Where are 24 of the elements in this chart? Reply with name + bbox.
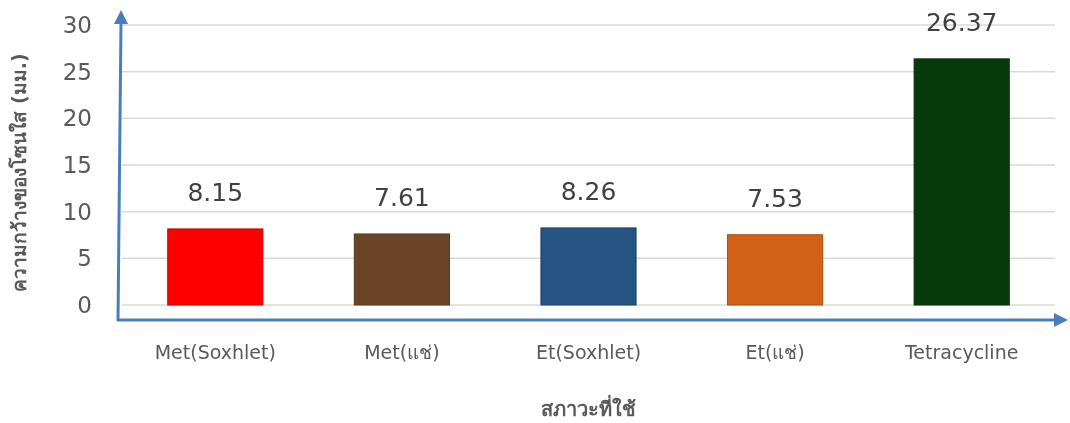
bar [167,228,264,306]
y-tick-label: 25 [62,58,92,85]
y-tick-label: 15 [62,152,92,179]
bar [353,233,450,306]
bar [540,227,637,306]
y-tick-label: 20 [62,105,92,132]
data-label: 8.15 [187,177,244,207]
x-tick-label: Met(แช่) [364,341,440,363]
bar [913,58,1010,306]
data-label: 8.26 [560,176,617,206]
y-tick-label: 30 [62,12,92,39]
x-tick-label: Tetracycline [904,341,1019,363]
data-label: 26.37 [925,7,998,37]
data-label: 7.61 [374,182,430,212]
y-axis-title: ความกว้างของโซนใส (มม.) [8,53,30,292]
bar [727,234,824,306]
x-tick-label: Met(Soxhlet) [154,341,276,363]
y-tick-label: 5 [77,245,92,272]
data-label: 7.53 [747,183,803,213]
y-tick-label: 0 [77,292,92,319]
x-axis-title: สภาวะที่ใช้ [541,394,636,421]
x-tick-label: Et(Soxhlet) [535,341,642,363]
y-tick-label: 10 [62,198,92,225]
x-tick-label: Et(แช่) [745,341,805,363]
